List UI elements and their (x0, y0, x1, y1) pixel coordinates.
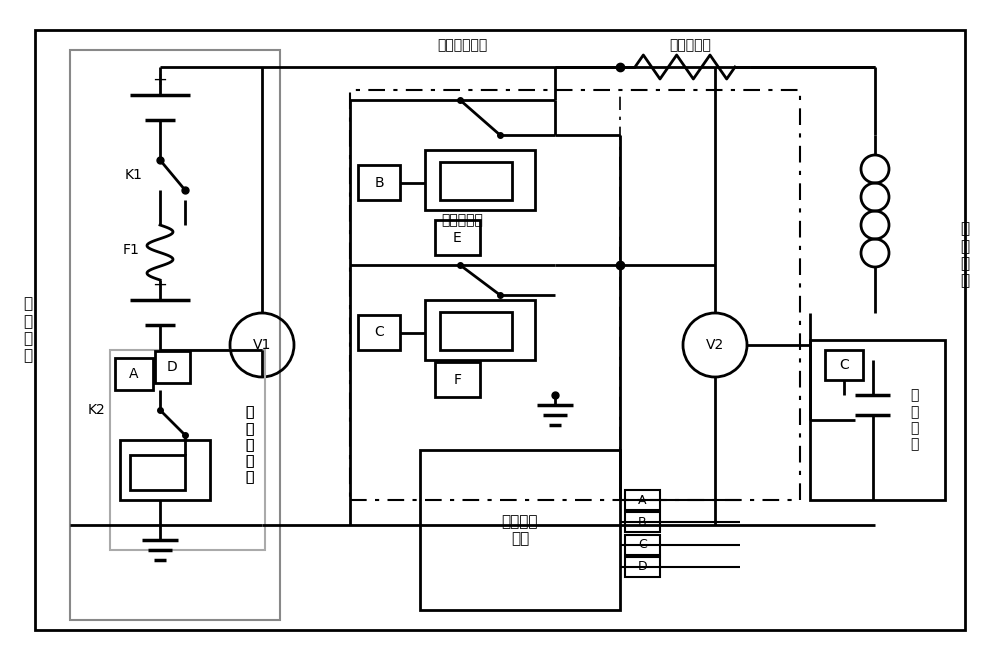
Text: F: F (454, 373, 462, 386)
Bar (425, 150, 535, 210)
Bar (350, 90, 800, 500)
Bar (625, 535, 660, 555)
Text: A: A (638, 493, 647, 506)
Bar (358, 315, 400, 350)
Bar (130, 455, 185, 490)
Text: A: A (129, 367, 139, 381)
Text: K1: K1 (124, 168, 142, 182)
Text: 预充电电阻: 预充电电阻 (669, 38, 711, 52)
Bar (115, 358, 153, 390)
Bar (110, 350, 265, 550)
Text: 整车控制
单元: 整车控制 单元 (502, 514, 538, 546)
Text: 高
压
负
载: 高 压 负 载 (960, 221, 970, 289)
Text: 高
压
负
载: 高 压 负 载 (910, 388, 918, 451)
Text: K2: K2 (87, 403, 105, 417)
Bar (825, 350, 863, 380)
Text: C: C (839, 358, 849, 372)
Text: V1: V1 (253, 338, 271, 352)
Text: 预充电接触器: 预充电接触器 (437, 38, 487, 52)
Bar (810, 340, 945, 500)
Bar (440, 162, 512, 200)
Text: C: C (374, 326, 384, 339)
Text: E: E (453, 231, 462, 244)
Bar (120, 440, 210, 500)
Bar (625, 557, 660, 577)
Bar (420, 450, 620, 610)
Bar (70, 50, 280, 620)
Text: 负
极
接
触
器: 负 极 接 触 器 (245, 405, 253, 485)
Text: 正极接触器: 正极接触器 (441, 213, 483, 227)
Text: D: D (167, 360, 178, 374)
Text: 负
极
接
触
器: 负 极 接 触 器 (245, 405, 253, 485)
Bar (358, 165, 400, 200)
Bar (435, 220, 480, 255)
Text: 电
池
系
统: 电 池 系 统 (23, 297, 33, 364)
Text: F1: F1 (123, 243, 140, 257)
Bar (425, 300, 535, 360)
Text: B: B (638, 515, 647, 529)
Text: +: + (152, 71, 168, 89)
Text: C: C (638, 538, 647, 552)
Bar (435, 362, 480, 397)
Bar (155, 351, 190, 383)
Text: B: B (374, 176, 384, 189)
Bar (440, 312, 512, 350)
Text: V2: V2 (706, 338, 724, 352)
Text: D: D (638, 561, 647, 574)
Text: +: + (152, 276, 168, 294)
Bar (625, 512, 660, 532)
Bar (625, 490, 660, 510)
